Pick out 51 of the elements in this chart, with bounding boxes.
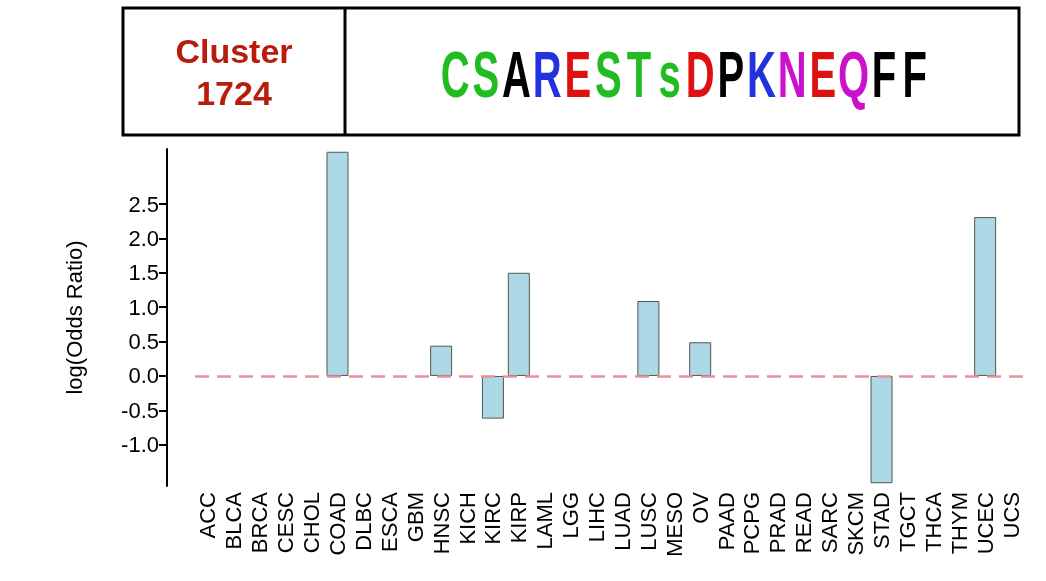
x-tick-label: COAD (324, 492, 350, 556)
x-tick-label: UCS (998, 492, 1024, 539)
x-tick-label: LUSC (635, 491, 661, 551)
x-tick-label: THYM (946, 492, 972, 555)
y-tick-label: 0.0 (128, 363, 159, 389)
bar (870, 375, 893, 484)
x-tick-label: KIRP (506, 492, 532, 544)
x-tick-label: DLBC (350, 491, 376, 551)
text: CSARESTsDPKNEQFF (440, 39, 927, 111)
bar (430, 345, 453, 376)
chart-title: Cluster 1724 (175, 32, 293, 112)
x-tick-label: ESCA (376, 491, 402, 552)
x-tick-label: SKCM (843, 492, 869, 556)
x-tick-label: LGG (558, 492, 584, 539)
x-tick-label: UCEC (972, 491, 998, 555)
bar (974, 217, 997, 376)
x-tick-label: LUAD (609, 492, 635, 551)
x-tick-label: PRAD (765, 492, 791, 554)
bar (481, 375, 504, 419)
x-tick-label: TGCT (894, 492, 920, 552)
y-tick-label: 2.5 (128, 191, 159, 217)
bar (637, 300, 660, 376)
x-tick-label: PCPG (739, 492, 765, 555)
y-tick-label: -0.5 (121, 397, 159, 423)
y-tick-label: -1.0 (121, 432, 159, 458)
x-tick-label: READ (791, 492, 817, 554)
bar (507, 272, 530, 376)
bar (326, 151, 349, 376)
y-tick-label: 2.0 (128, 225, 159, 251)
x-tick-label: SARC (817, 491, 843, 554)
x-tick-label: PAAD (713, 492, 739, 551)
x-tick-label: ACC (195, 491, 221, 539)
x-tick-label: KICH (454, 492, 480, 545)
y-axis-title: log(Odds Ratio) (61, 240, 87, 395)
x-tick-label: MESO (661, 492, 687, 557)
x-tick-label: BLCA (221, 491, 247, 550)
x-tick-label: CESC (273, 491, 299, 554)
y-tick-label: 1.5 (128, 260, 159, 286)
x-tick-label: GBM (402, 492, 428, 543)
x-tick-label: LIHC (584, 491, 610, 543)
x-tick-label: STAD (869, 492, 895, 550)
x-tick-label: THCA (920, 491, 946, 552)
x-tick-label: OV (687, 491, 713, 524)
x-tick-label: LAML (532, 492, 558, 550)
x-tick-label: KIRC (480, 491, 506, 545)
x-tick-label: BRCA (247, 491, 273, 554)
y-tick-label: 0.5 (128, 329, 159, 355)
bar (689, 342, 712, 376)
x-tick-label: CHOL (299, 492, 325, 554)
y-tick-label: 1.0 (128, 294, 159, 320)
x-tick-label: HNSC (428, 491, 454, 555)
